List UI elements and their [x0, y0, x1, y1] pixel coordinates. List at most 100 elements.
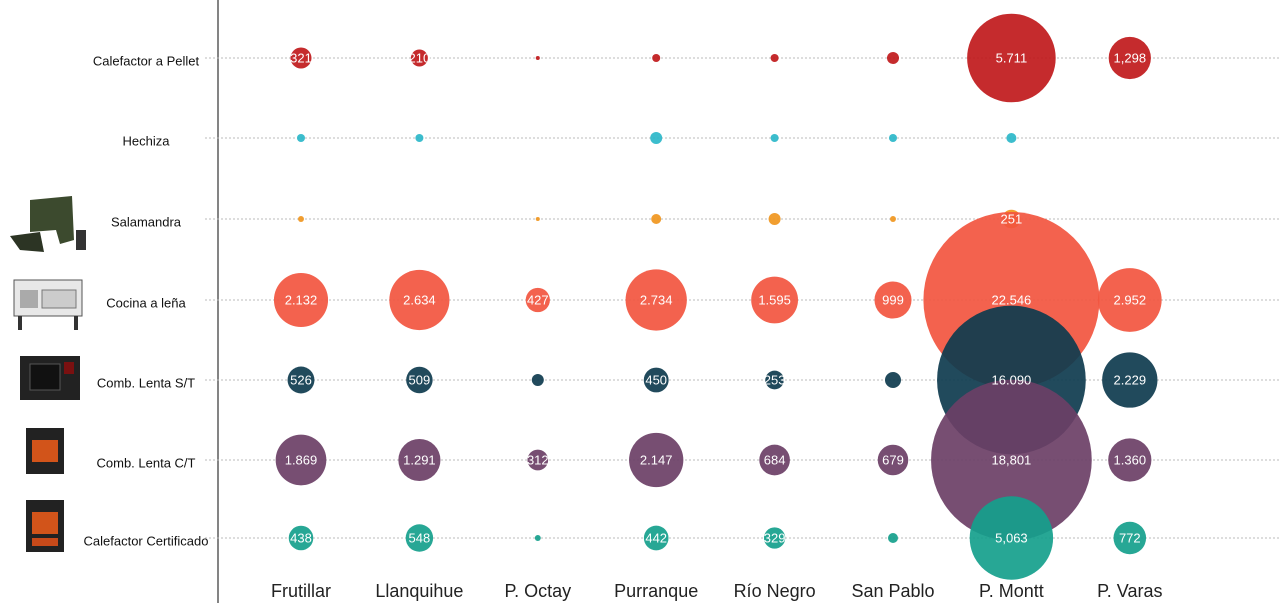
col-label: Llanquihue: [375, 581, 463, 601]
col-label: San Pablo: [851, 581, 934, 601]
bubble: [1006, 132, 1017, 144]
value-label: 1.869: [285, 452, 318, 467]
col-label: P. Octay: [504, 581, 571, 601]
value-label: 2.734: [640, 292, 673, 307]
bubble: [765, 370, 784, 390]
bubble: [1102, 352, 1158, 408]
bubble: [625, 269, 687, 331]
bubble: [273, 272, 329, 328]
value-label: 772: [1119, 530, 1141, 545]
value-label: 16.090: [992, 372, 1032, 387]
bubble: [1108, 438, 1152, 482]
value-label: 2.229: [1114, 372, 1147, 387]
value-label: 251: [1001, 211, 1023, 226]
bubble: [652, 53, 661, 63]
bubble: [287, 366, 315, 394]
bubble: [763, 527, 786, 549]
value-label: 548: [409, 530, 431, 545]
bubble: [886, 51, 900, 65]
row-label: Comb. Lenta S/T: [97, 375, 195, 390]
bubble: [643, 525, 669, 551]
col-label: P. Varas: [1097, 581, 1162, 601]
value-label: 18,801: [992, 452, 1032, 467]
bubble: [643, 367, 669, 393]
value-label: 329: [764, 530, 786, 545]
value-label: 450: [645, 372, 667, 387]
value-label: 22.546: [992, 292, 1032, 307]
row-label: Calefactor a Pellet: [93, 53, 200, 68]
salamandra-icon: [10, 196, 86, 252]
bubble: [389, 269, 450, 331]
bubble: [931, 379, 1092, 541]
value-label: 526: [290, 372, 312, 387]
value-label: 1.360: [1114, 452, 1147, 467]
bubble: [398, 438, 441, 482]
bubble: [770, 53, 779, 63]
bubble: [1108, 36, 1151, 80]
bubble: [534, 535, 541, 541]
bubble: [887, 532, 899, 544]
row-label: Hechiza: [123, 133, 171, 148]
col-label: Purranque: [614, 581, 698, 601]
bubble: [290, 47, 312, 69]
bubble: [410, 49, 428, 67]
value-label: 2.132: [285, 292, 318, 307]
stove-icons: [10, 196, 86, 552]
col-label: P. Montt: [979, 581, 1044, 601]
value-label: 438: [290, 530, 312, 545]
cocina-icon: [13, 279, 83, 330]
value-label: 999: [882, 292, 904, 307]
bubble: [275, 434, 327, 486]
bubble: [770, 133, 779, 143]
bubble: [531, 373, 544, 387]
bubble: [874, 281, 912, 319]
value-label: 509: [409, 372, 431, 387]
value-label: 1.291: [403, 452, 436, 467]
bubble: [651, 213, 662, 225]
bubble: [885, 372, 901, 388]
value-label: 5,063: [995, 530, 1028, 545]
value-label: 1,298: [1114, 50, 1147, 65]
bubble: [768, 212, 781, 226]
bubble: [1097, 268, 1162, 332]
value-label: 684: [764, 452, 786, 467]
certificado-icon: [26, 500, 64, 552]
bubble: [406, 366, 433, 394]
bubble: [629, 432, 684, 488]
bubble: [1113, 521, 1147, 555]
value-label: 2.147: [640, 452, 673, 467]
value-label: 2.952: [1114, 292, 1147, 307]
bubble: [890, 216, 896, 222]
col-label: Frutillar: [271, 581, 331, 601]
col-label: Río Negro: [734, 581, 816, 601]
lenta-ct-icon: [26, 428, 64, 474]
value-label: 679: [882, 452, 904, 467]
bubble: [967, 13, 1056, 103]
bubble: [298, 216, 304, 222]
value-label: 253: [764, 372, 786, 387]
bubble: [415, 133, 424, 143]
value-label: 427: [527, 292, 549, 307]
value-label: 442: [645, 530, 667, 545]
value-label: 312: [527, 452, 549, 467]
bubble: [969, 496, 1054, 580]
row-label: Calefactor Certificado: [84, 533, 209, 548]
value-label: 5.711: [996, 50, 1028, 65]
bubble: [288, 525, 314, 551]
row-label: Cocina a leña: [106, 295, 186, 310]
value-label: 210: [409, 50, 431, 65]
bubble: [405, 524, 434, 552]
bubble: [751, 276, 799, 324]
bubble: [650, 131, 663, 145]
value-label: 2.634: [403, 292, 436, 307]
row-label: Salamandra: [111, 214, 182, 229]
bubble: [525, 287, 550, 313]
row-label: Comb. Lenta C/T: [97, 455, 196, 470]
bubble: [888, 133, 898, 143]
bubble: [759, 444, 790, 476]
bubble: [535, 55, 540, 61]
lenta-st-icon: [20, 356, 80, 400]
value-label: 321: [290, 50, 312, 65]
